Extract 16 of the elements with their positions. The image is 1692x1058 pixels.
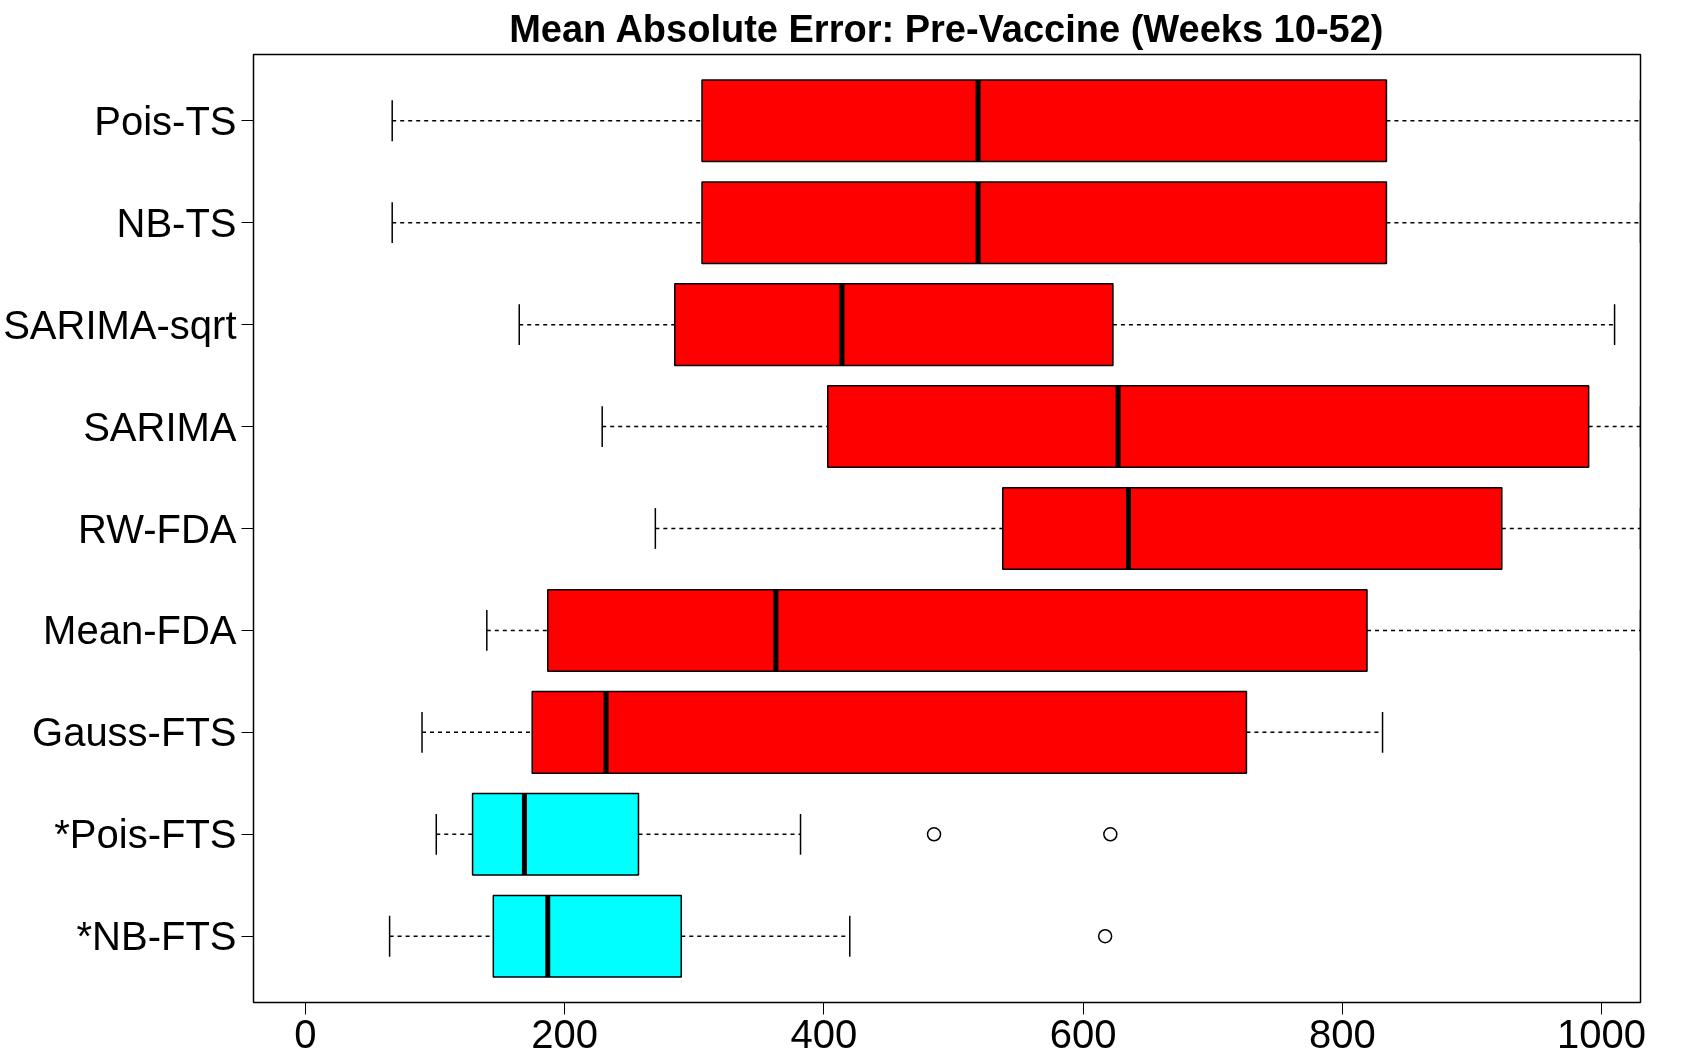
x-tick-label: 0 bbox=[294, 1011, 317, 1056]
x-tick-label: 400 bbox=[790, 1011, 858, 1056]
y-tick-label: *NB-FTS bbox=[76, 914, 237, 959]
y-tick-label: SARIMA bbox=[83, 404, 237, 449]
y-tick-label: SARIMA-sqrt bbox=[3, 302, 237, 347]
y-tick-label: Gauss-FTS bbox=[32, 710, 237, 755]
x-tick-label: 1000 bbox=[1557, 1011, 1647, 1056]
y-tick-label: Mean-FDA bbox=[43, 608, 237, 653]
y-tick-label: RW-FDA bbox=[77, 506, 237, 551]
x-tick-label: 600 bbox=[1049, 1011, 1117, 1056]
x-tick-label: 200 bbox=[531, 1011, 598, 1056]
x-tick-label: 800 bbox=[1308, 1011, 1376, 1056]
y-tick-label: NB-TS bbox=[116, 200, 237, 245]
chart-title: Mean Absolute Error: Pre-Vaccine (Weeks 10-52) bbox=[509, 7, 1384, 50]
y-tick-label: Pois-TS bbox=[94, 98, 237, 143]
y-tick-label: *Pois-FTS bbox=[54, 812, 237, 857]
